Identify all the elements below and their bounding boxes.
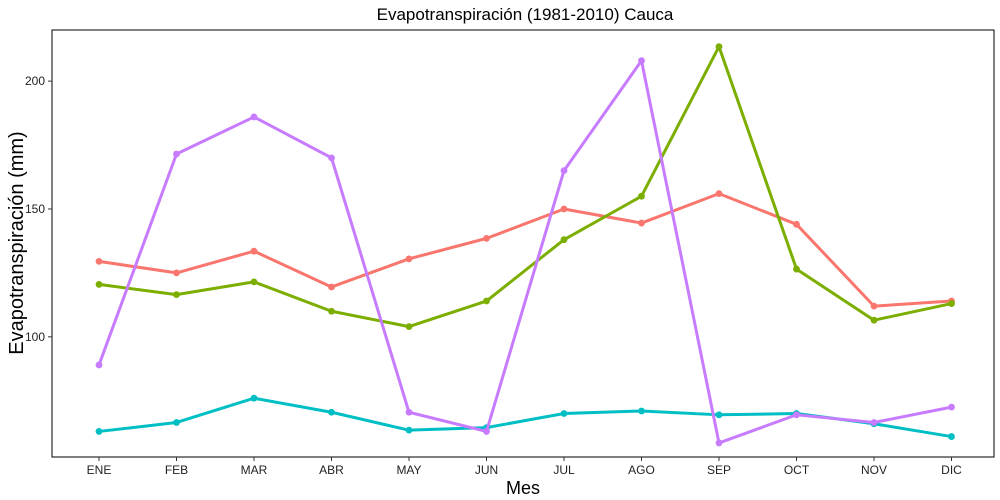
x-axis: ENE FEB MAR ABR MAY JUN JUL AGO SEP OCT NOV DIC bbox=[87, 457, 962, 477]
data-point bbox=[250, 247, 258, 255]
x-tick-label: MAR bbox=[241, 463, 268, 477]
series-line bbox=[97, 192, 953, 308]
data-point bbox=[560, 205, 568, 213]
series-layer bbox=[95, 43, 955, 447]
data-point bbox=[483, 234, 490, 242]
data-point bbox=[95, 257, 103, 265]
x-tick-label: NOV bbox=[861, 463, 887, 477]
data-point bbox=[328, 154, 335, 162]
data-point bbox=[405, 426, 413, 434]
data-point bbox=[948, 403, 955, 411]
data-point bbox=[638, 407, 645, 415]
data-point bbox=[328, 283, 335, 291]
data-point bbox=[173, 419, 180, 426]
data-point bbox=[250, 278, 258, 286]
data-point bbox=[870, 316, 878, 324]
data-point bbox=[560, 167, 568, 175]
y-tick-label: 150 bbox=[25, 202, 45, 216]
data-point bbox=[793, 220, 800, 228]
x-tick-label: JUL bbox=[553, 463, 575, 477]
series-line bbox=[97, 59, 953, 445]
data-point bbox=[173, 291, 180, 299]
data-point bbox=[715, 43, 723, 51]
y-tick-label: 200 bbox=[25, 74, 45, 88]
data-point bbox=[95, 361, 103, 369]
data-point bbox=[483, 297, 490, 305]
x-tick-label: ABR bbox=[319, 463, 344, 477]
x-tick-label: JUN bbox=[475, 463, 498, 477]
data-point bbox=[793, 265, 800, 273]
data-point bbox=[715, 190, 723, 198]
data-point bbox=[173, 269, 180, 277]
data-point bbox=[870, 419, 878, 426]
series-4 bbox=[95, 57, 955, 447]
series-line bbox=[97, 45, 953, 329]
x-tick-label: ENE bbox=[87, 463, 112, 477]
data-point bbox=[328, 408, 335, 416]
data-point bbox=[870, 302, 878, 310]
data-point bbox=[793, 411, 800, 419]
data-point bbox=[483, 428, 490, 435]
x-axis-title: Mes bbox=[506, 478, 540, 498]
data-point bbox=[405, 323, 413, 330]
data-point bbox=[328, 307, 335, 315]
plot-panel bbox=[51, 29, 995, 458]
y-tick-label: 100 bbox=[25, 330, 45, 344]
data-point bbox=[638, 219, 645, 227]
x-tick-label: DIC bbox=[941, 463, 962, 477]
x-tick-label: OCT bbox=[784, 463, 810, 477]
data-point bbox=[715, 439, 723, 447]
x-tick-label: FEB bbox=[165, 463, 188, 477]
data-point bbox=[95, 428, 103, 435]
data-point bbox=[560, 410, 568, 417]
y-axis: 100 150 200 bbox=[25, 74, 52, 344]
x-tick-label: SEP bbox=[707, 463, 731, 477]
x-tick-label: MAY bbox=[396, 463, 421, 477]
data-point bbox=[948, 433, 955, 440]
data-point bbox=[715, 411, 723, 419]
data-point bbox=[560, 236, 568, 244]
data-point bbox=[173, 150, 180, 158]
data-point bbox=[250, 113, 258, 121]
data-point bbox=[95, 281, 103, 288]
data-point bbox=[250, 394, 258, 402]
chart-title: Evapotranspiración (1981-2010) Cauca bbox=[377, 5, 674, 24]
y-axis-title: Evapotranspiración (mm) bbox=[6, 131, 28, 354]
series-2 bbox=[95, 43, 955, 330]
data-point bbox=[638, 57, 645, 65]
series-1 bbox=[95, 190, 955, 310]
x-tick-label: AGO bbox=[628, 463, 655, 477]
data-point bbox=[638, 192, 645, 200]
data-point bbox=[948, 300, 955, 307]
data-point bbox=[405, 255, 413, 263]
data-point bbox=[405, 408, 413, 416]
